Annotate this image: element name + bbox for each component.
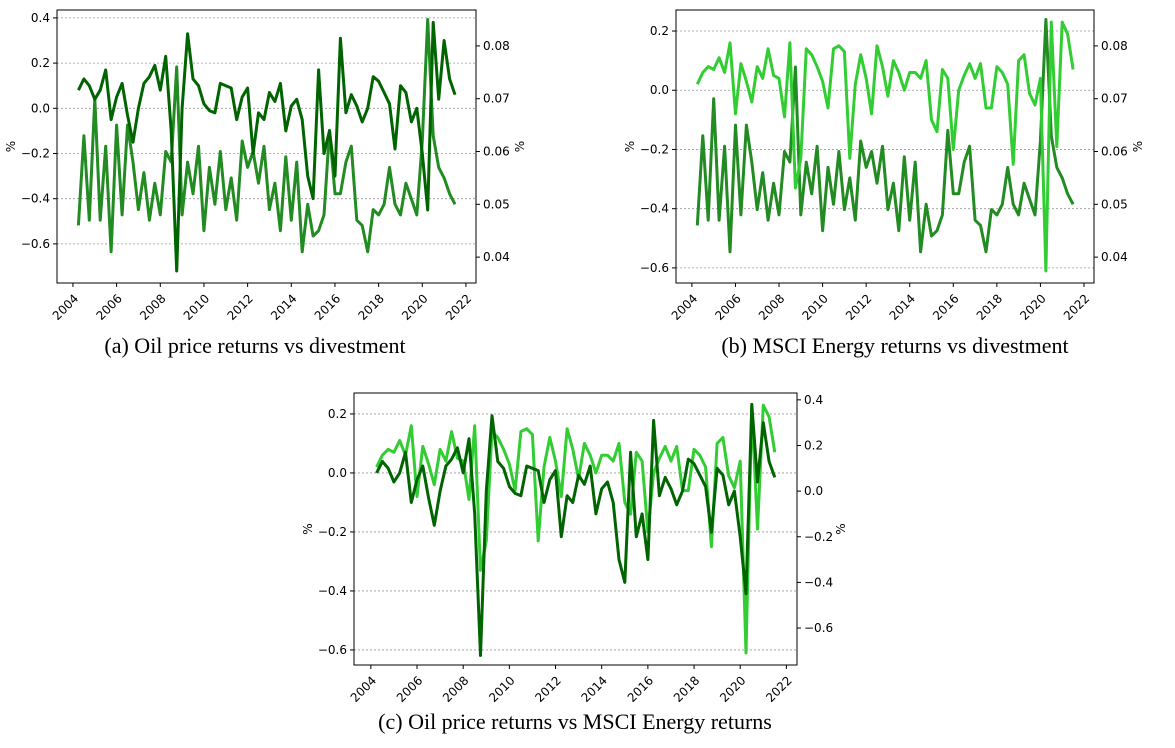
y-axis-label: % <box>4 141 18 152</box>
chart: 0.2 0.0 −0.2 −0.4 −0.6 0.4 0.2 0.0 −0.2 −0.4 −0.6 2… <box>301 392 848 734</box>
x-tick-label: 2016 <box>312 291 343 322</box>
x-tick-label: 2018 <box>355 291 386 322</box>
y2-tick-label: −0.4 <box>804 575 833 589</box>
x-tick-label: 2006 <box>93 291 124 322</box>
y2-tick-label: 0.0 <box>804 484 823 498</box>
y-tick-label: −0.2 <box>640 142 669 156</box>
y2-tick-label: 0.05 <box>1101 197 1128 211</box>
x-tick-label: 2004 <box>50 291 81 322</box>
y2-tick-label: −0.6 <box>804 621 833 635</box>
x-tick-label: 2004 <box>669 291 700 322</box>
y2-tick-label: 0.08 <box>483 39 510 53</box>
caption: (c) Oil price returns vs MSCI Energy ret… <box>378 709 772 734</box>
x-tick-label: 2006 <box>394 673 425 704</box>
caption: (b) MSCI Energy returns vs divestment <box>721 333 1068 358</box>
x-tick-label: 2020 <box>1017 291 1048 322</box>
y-tick-label: 0.0 <box>328 466 347 480</box>
x-tick-label: 2018 <box>974 291 1005 322</box>
plot-frame <box>675 9 1095 284</box>
data-line <box>695 18 1075 254</box>
y2-tick-label: 0.08 <box>1101 39 1128 53</box>
x-tick-label: 2008 <box>440 673 471 704</box>
x-tick-label: 2020 <box>399 291 430 322</box>
x-tick-label: 2020 <box>717 673 748 704</box>
x-tick-label: 2014 <box>887 291 918 322</box>
x-tick-label: 2010 <box>799 291 830 322</box>
y-tick-label: −0.4 <box>21 192 50 206</box>
y-tick-label: −0.6 <box>640 261 669 275</box>
chart: 0.4 0.2 0.0 −0.2 −0.4 −0.6 0.08 0.07 0.06 0.05 0.0… <box>4 9 527 358</box>
y-axis-label: % <box>623 141 637 152</box>
y-tick-label: 0.2 <box>328 407 347 421</box>
y2-tick-label: 0.04 <box>483 250 510 264</box>
y2-axis-label: % <box>1131 141 1145 152</box>
x-tick-label: 2014 <box>579 673 610 704</box>
x-tick-label: 2008 <box>756 291 787 322</box>
x-tick-label: 2010 <box>486 673 517 704</box>
y2-tick-label: −0.2 <box>804 530 833 544</box>
x-tick-label: 2004 <box>348 673 379 704</box>
x-tick-label: 2012 <box>224 291 255 322</box>
y2-tick-label: 0.07 <box>483 92 510 106</box>
x-tick-label: 2010 <box>181 291 212 322</box>
y2-tick-label: 0.05 <box>483 197 510 211</box>
y2-tick-label: 0.07 <box>1101 92 1128 106</box>
x-tick-label: 2014 <box>268 291 299 322</box>
data-line <box>76 18 457 254</box>
y-tick-label: 0.0 <box>650 83 669 97</box>
y2-axis-label: % <box>513 141 527 152</box>
y-tick-label: −0.4 <box>640 202 669 216</box>
chart: 0.2 0.0 −0.2 −0.4 −0.6 0.08 0.07 0.06 0.05 0.04 20… <box>623 9 1145 358</box>
x-tick-label: 2008 <box>137 291 168 322</box>
x-tick-label: 2022 <box>443 291 474 322</box>
y-tick-label: 0.4 <box>31 11 50 25</box>
y2-tick-label: 0.2 <box>804 438 823 452</box>
x-tick-label: 2012 <box>843 291 874 322</box>
x-tick-label: 2018 <box>671 673 702 704</box>
y-tick-label: 0.2 <box>31 56 50 70</box>
y2-axis-label: % <box>834 523 848 534</box>
y2-tick-label: 0.06 <box>483 145 510 159</box>
y-axis-label: % <box>301 523 315 534</box>
y2-tick-label: 0.04 <box>1101 250 1128 264</box>
y2-tick-label: 0.4 <box>804 393 823 407</box>
caption: (a) Oil price returns vs divestment <box>104 333 405 358</box>
y-tick-label: −0.6 <box>318 643 347 657</box>
y-tick-label: 0.0 <box>31 101 50 115</box>
x-tick-label: 2012 <box>532 673 563 704</box>
data-line <box>695 20 1075 273</box>
plot-frame <box>353 392 798 666</box>
x-tick-label: 2016 <box>625 673 656 704</box>
plot-frame <box>56 9 477 284</box>
data-line <box>77 20 457 273</box>
x-tick-label: 2016 <box>930 291 961 322</box>
data-line <box>375 402 777 657</box>
data-line <box>375 403 777 655</box>
y-tick-label: −0.4 <box>318 584 347 598</box>
y-tick-label: 0.2 <box>650 24 669 38</box>
y-tick-label: −0.2 <box>318 525 347 539</box>
y-tick-label: −0.2 <box>21 147 50 161</box>
y2-tick-label: 0.06 <box>1101 145 1128 159</box>
y-tick-label: −0.6 <box>21 237 50 251</box>
x-tick-label: 2022 <box>1061 291 1092 322</box>
x-tick-label: 2006 <box>712 291 743 322</box>
x-tick-label: 2022 <box>763 673 794 704</box>
